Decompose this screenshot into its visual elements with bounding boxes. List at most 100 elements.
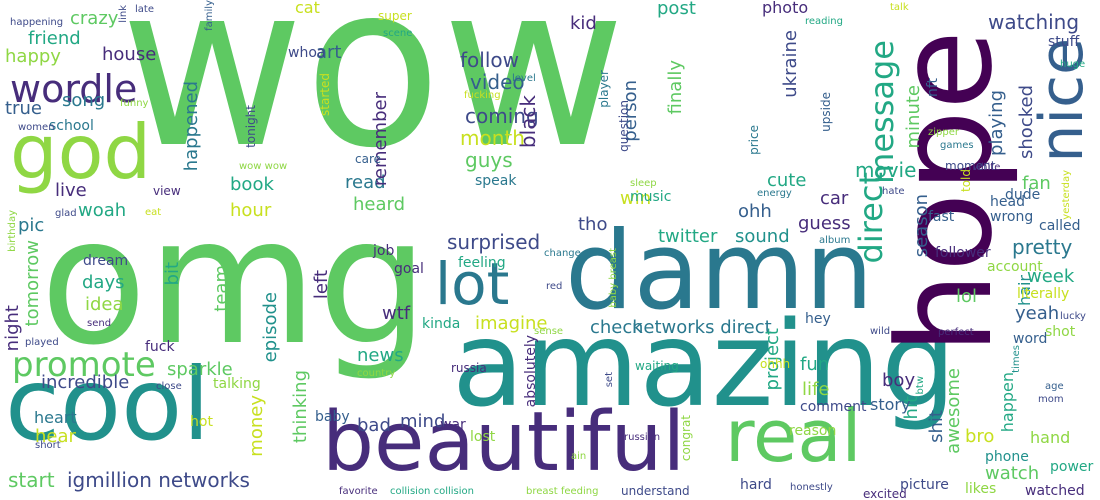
word-fucking: fucking: [464, 90, 501, 101]
word-eat: eat: [145, 207, 162, 218]
word-music: music: [630, 189, 672, 205]
word-scene: scene: [383, 28, 413, 39]
word-games: games: [940, 140, 974, 151]
word-fun: fun: [800, 354, 830, 375]
word-fast: fast: [928, 209, 955, 225]
word-literally: literally: [1017, 286, 1070, 302]
word-imagine: imagine: [475, 313, 548, 334]
word-word: word: [1013, 331, 1048, 347]
word-glad: glad: [55, 208, 77, 219]
word-bad: bad: [357, 415, 391, 436]
word-hate: hate: [882, 186, 905, 197]
word-yesterday: yesterday: [1061, 170, 1072, 220]
word-omg: omg: [40, 181, 429, 384]
word-mind: mind: [400, 411, 446, 432]
word-speak: speak: [475, 173, 517, 189]
word-school: school: [49, 118, 94, 134]
word-family: family: [204, 0, 215, 31]
word-twitter: twitter: [658, 226, 718, 247]
word-left: left: [311, 270, 332, 300]
word-tho: tho: [578, 214, 608, 235]
word-book: book: [230, 174, 274, 195]
word-check: check: [590, 317, 643, 338]
word-birthday: birthday: [7, 210, 18, 252]
word-nice: nice: [1027, 38, 1097, 163]
word-boy: boy: [882, 370, 916, 391]
word-perfect: perfect: [938, 327, 974, 338]
word-ohh: ohh: [738, 201, 772, 222]
word-god: god: [10, 108, 152, 196]
word-ohhh: ohhh: [760, 357, 791, 371]
word-power: power: [1050, 459, 1094, 475]
word-story: story: [870, 395, 911, 414]
word-whoa: whoa: [288, 45, 326, 61]
word-absolutely: absolutely: [523, 335, 539, 408]
word-player: player: [597, 70, 611, 108]
word-kinda: kinda: [422, 316, 461, 332]
word-lot: lot: [435, 250, 510, 318]
word-war: war: [440, 417, 466, 433]
word-dude: dude: [1005, 187, 1041, 203]
word-bro: bro: [965, 426, 995, 447]
word-talking: talking: [213, 376, 261, 392]
word-feeling: feeling: [458, 255, 506, 271]
word-question: question: [617, 100, 631, 152]
word-true: true: [5, 98, 42, 119]
word-bit: bit: [162, 262, 183, 286]
word-follower: follower: [935, 245, 991, 261]
word-hour: hour: [230, 200, 272, 221]
word-tonight: tonight: [244, 105, 258, 148]
word-fan: fan: [1022, 173, 1051, 194]
word-awesome: awesome: [943, 368, 964, 454]
word-yeah: yeah: [1015, 303, 1060, 324]
word-season: season: [911, 194, 932, 258]
word-energy: energy: [757, 188, 792, 199]
word-baby-breast: baby breast: [608, 248, 619, 308]
word-hear: hear: [35, 426, 76, 447]
word-understand: understand: [621, 484, 690, 498]
word-super: super: [378, 9, 412, 23]
word-favorite: favorite: [339, 486, 378, 497]
word-lucky: lucky: [1060, 311, 1086, 322]
word-house: house: [102, 44, 157, 65]
word-song: song: [62, 90, 106, 111]
word-care: care: [355, 152, 382, 166]
word-nft: nft: [925, 78, 941, 98]
word-sparkle: sparkle: [167, 359, 233, 380]
word-friend: friend: [28, 28, 81, 49]
word-photo: photo: [762, 0, 809, 17]
word-shot: shot: [1045, 324, 1076, 340]
word-wrong: wrong: [990, 209, 1034, 225]
word-week: week: [1027, 266, 1075, 287]
word-real: real: [725, 394, 862, 478]
word-shocked: shocked: [1016, 85, 1037, 159]
word-art: art: [316, 42, 342, 63]
word-album: album: [819, 235, 851, 246]
word-ain: ain: [571, 451, 587, 462]
word-reading: reading: [805, 16, 843, 27]
word-incredible: incredible: [41, 372, 130, 393]
word-watch: watch: [985, 463, 1040, 484]
word-white: white: [973, 162, 1001, 173]
word-change: change: [544, 248, 581, 259]
word-huge: huge: [1060, 59, 1086, 70]
word-happened: happened: [181, 81, 202, 172]
word-short: short: [35, 440, 61, 451]
word-dream: dream: [83, 253, 129, 269]
word-red: red: [546, 281, 563, 292]
word-view: view: [153, 184, 181, 198]
word-funny: funny: [120, 98, 149, 109]
word-beautiful: beautiful: [322, 395, 686, 490]
word-minute: minute: [903, 85, 924, 149]
word-news: news: [357, 345, 404, 366]
word-comment: comment: [800, 399, 867, 415]
word-baby: baby: [315, 409, 350, 425]
word-cool: cool: [5, 346, 211, 463]
word-country: country: [357, 368, 396, 379]
word-link: link: [118, 5, 129, 23]
word-car: car: [820, 188, 849, 209]
word-live: live: [55, 180, 87, 201]
word-collision-collision: collision collision: [390, 486, 474, 497]
word-watched: watched: [1025, 483, 1085, 499]
